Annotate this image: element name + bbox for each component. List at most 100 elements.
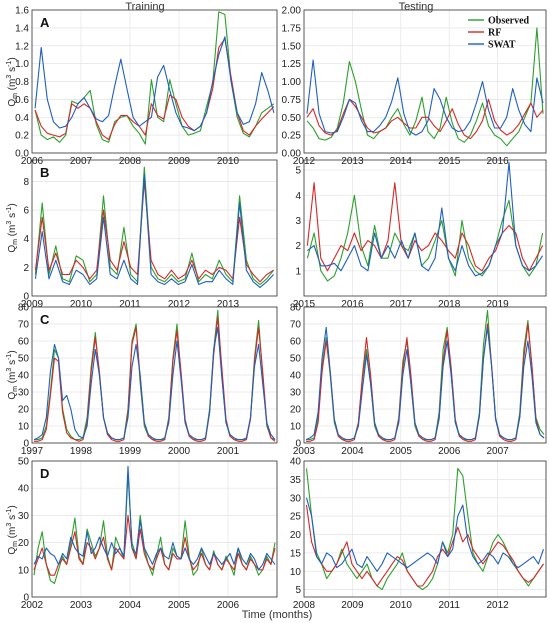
col-title-training: Training xyxy=(125,1,164,13)
series-line-swat xyxy=(305,326,545,441)
panel-C-training: 0 10 20 30 40 50 60 70 80 1997 1998 1999 2000 2001 C xyxy=(18,303,278,457)
x-tick-label: 2015 xyxy=(293,299,316,310)
y-tick-label: 0.2 xyxy=(15,131,29,142)
x-tick-label: 2008 xyxy=(293,600,316,611)
panel-D-testing: 5 10 15 20 25 30 35 40 2008 2009 2010 2011 2012 xyxy=(290,457,547,611)
y-axis-label-B: Qm (m3 s-1) xyxy=(6,203,19,252)
x-tick-label: 2019 xyxy=(486,299,509,310)
y-tick-label: 50 xyxy=(18,354,30,365)
y-tick-label: 0.00 xyxy=(282,149,302,160)
x-tick-label: 2000 xyxy=(168,446,191,457)
y-tick-label: 20 xyxy=(18,538,30,549)
y-tick-label: 40 xyxy=(290,371,302,382)
series-line-swat xyxy=(305,497,545,572)
x-tick-label: 2016 xyxy=(341,299,364,310)
y-tick-label: 0 xyxy=(23,292,29,303)
y-tick-label: 2 xyxy=(295,241,301,252)
panel-letter: B xyxy=(40,165,49,180)
y-tick-label: 1.50 xyxy=(282,41,302,52)
x-tick-label: 2003 xyxy=(70,600,93,611)
x-tick-label: 1999 xyxy=(119,446,142,457)
y-tick-label: 70 xyxy=(18,320,30,331)
x-tick-label: 2013 xyxy=(217,299,240,310)
y-tick-label: 3 xyxy=(295,216,301,227)
x-tick-label: 2003 xyxy=(293,446,316,457)
y-tick-label: 0.50 xyxy=(282,113,302,124)
y-tick-label: 20 xyxy=(290,530,302,541)
series-line-swat xyxy=(306,59,544,136)
x-axis-label: Time (months) xyxy=(242,609,313,621)
y-tick-label: 0.4 xyxy=(15,113,29,124)
y-tick-label: 25 xyxy=(290,512,302,523)
y-tick-label: 1.00 xyxy=(282,77,302,88)
x-tick-label: 1997 xyxy=(21,446,44,457)
series-line-rf xyxy=(305,505,544,587)
y-tick-label: 40 xyxy=(290,457,302,468)
y-tick-label: 0 xyxy=(23,439,29,450)
y-tick-label: 1.6 xyxy=(15,6,29,17)
series-line-observed xyxy=(305,467,544,591)
panel-letter: A xyxy=(40,15,50,30)
panel-B-training: 0 2 4 6 8 2009 2010 2011 2012 2013 B xyxy=(21,159,278,310)
panel-letter: D xyxy=(40,466,49,481)
y-tick-label: 5 xyxy=(295,166,301,177)
y-tick-label: 0 xyxy=(295,439,301,450)
x-tick-label: 2018 xyxy=(438,299,461,310)
x-tick-label: 2011 xyxy=(438,600,460,611)
series-line-rf xyxy=(306,182,544,272)
series-line-swat xyxy=(33,465,276,571)
y-tick-label: 60 xyxy=(290,337,302,348)
y-tick-label: 1.75 xyxy=(282,23,302,34)
x-tick-label: 2010 xyxy=(70,299,93,310)
panel-D-training: 0 10 20 30 40 50 2002 2003 2004 2005 2006 D xyxy=(18,457,278,611)
x-tick-label: 2006 xyxy=(438,446,461,457)
x-tick-label: 2005 xyxy=(390,446,413,457)
x-tick-label: 2011 xyxy=(119,299,141,310)
series-line-rf xyxy=(34,38,275,141)
series-line-swat xyxy=(34,173,274,288)
series-line-observed xyxy=(306,27,544,147)
legend-label-rf: RF xyxy=(488,28,501,39)
panel-frame xyxy=(31,460,278,598)
y-tick-label: 1 xyxy=(295,266,301,277)
y-tick-label: 10 xyxy=(290,567,302,578)
legend-label-swat: SWAT xyxy=(488,40,516,51)
x-tick-label: 2012 xyxy=(486,600,509,611)
series-line-swat xyxy=(307,161,544,277)
y-tick-label: 80 xyxy=(18,303,30,314)
y-tick-label: 35 xyxy=(290,475,302,486)
panel-C-testing: 0 10 20 30 40 50 60 70 80 2003 2004 2005 2006 2007 xyxy=(290,303,547,457)
series-line-rf xyxy=(306,323,545,442)
x-tick-label: 2017 xyxy=(390,299,413,310)
y-tick-label: 30 xyxy=(290,493,302,504)
y-tick-label: 1.0 xyxy=(15,59,29,70)
x-tick-label: 2010 xyxy=(390,600,413,611)
y-tick-label: 4 xyxy=(23,234,29,245)
y-tick-label: 1.4 xyxy=(15,23,29,34)
y-tick-label: 2 xyxy=(23,263,29,274)
series-line-observed xyxy=(33,474,276,584)
y-tick-label: 4 xyxy=(295,191,301,202)
y-tick-label: 20 xyxy=(18,405,30,416)
panel-frame xyxy=(303,159,547,297)
y-tick-label: 1.25 xyxy=(282,59,302,70)
x-tick-label: 2004 xyxy=(341,446,364,457)
panel-frame xyxy=(31,159,278,297)
y-tick-label: 20 xyxy=(290,405,302,416)
series-line-rf xyxy=(34,316,276,442)
panel-frame xyxy=(303,460,547,598)
y-tick-label: 10 xyxy=(18,565,30,576)
y-tick-label: 10 xyxy=(18,422,30,433)
legend-label-observed: Observed xyxy=(488,16,530,27)
x-tick-label: 1998 xyxy=(70,446,93,457)
y-tick-label: 60 xyxy=(18,337,30,348)
panel-frame xyxy=(31,306,278,444)
y-tick-label: 0.25 xyxy=(282,131,302,142)
y-tick-label: 40 xyxy=(18,371,30,382)
series-line-rf xyxy=(33,514,276,576)
x-tick-label: 2002 xyxy=(21,600,44,611)
y-tick-label: 0 xyxy=(23,593,29,604)
